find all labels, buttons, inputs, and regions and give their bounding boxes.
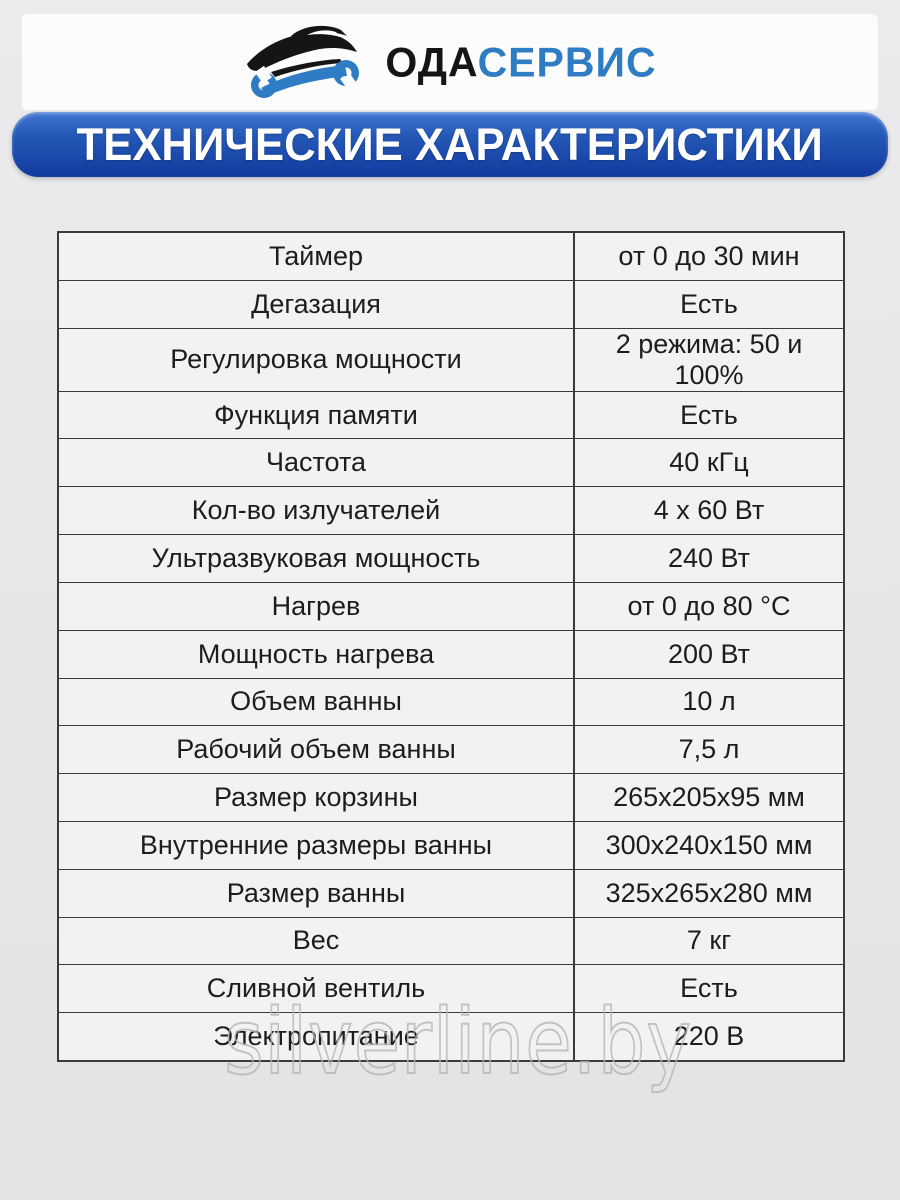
spec-label: Ультразвуковая мощность: [59, 535, 575, 582]
table-row: Частота 40 кГц: [59, 439, 843, 488]
spec-value: 4 х 60 Вт: [653, 495, 765, 526]
table-row: Дегазация Есть: [59, 280, 843, 329]
spec-value: Есть: [680, 288, 738, 319]
spec-value: 220 В: [673, 1021, 745, 1052]
table-row: Рабочий объем ванны 7,5 л: [59, 726, 843, 775]
table-row: Таймер от 0 до 30 мин: [59, 233, 843, 281]
table-row: Функция памяти Есть: [59, 391, 843, 440]
title-banner: ТЕХНИЧЕСКИЕ ХАРАКТЕРИСТИКИ: [12, 112, 888, 177]
spec-label: Электропитание: [59, 1013, 575, 1060]
spec-value: Есть: [680, 399, 738, 430]
spec-value: 2 режима: 50 и 100%: [615, 328, 803, 390]
spec-label: Частота: [59, 439, 575, 487]
spec-label: Дегазация: [59, 280, 575, 328]
spec-value: от 0 до 30 мин: [618, 240, 800, 271]
table-row: Нагрев от 0 до 80 °С: [59, 582, 843, 631]
wrench-icon: [251, 60, 360, 98]
logo-box: ОДАСЕРВИС: [22, 14, 878, 110]
table-row: Электропитание 220 В: [59, 1013, 843, 1060]
spec-value: 240 Вт: [667, 542, 751, 573]
spec-table: Таймер от 0 до 30 мин Дегазация Есть Рег…: [57, 231, 845, 1062]
car-wrench-logo-icon: [247, 25, 360, 98]
spec-value: 40 кГц: [669, 447, 749, 478]
table-row: Размер корзины 265х205х95 мм: [59, 774, 843, 822]
spec-value: 7,5 л: [678, 734, 740, 765]
page-title: ТЕХНИЧЕСКИЕ ХАРАКТЕРИСТИКИ: [76, 118, 824, 170]
logo-text-blue: СЕРВИС: [477, 38, 657, 85]
spec-label: Размер ванны: [59, 869, 575, 917]
spec-label: Мощность нагрева: [59, 630, 575, 678]
spec-value: Есть: [680, 973, 738, 1004]
spec-value: 10 л: [682, 686, 736, 717]
spec-label: Рабочий объем ванны: [59, 726, 575, 774]
spec-label: Нагрев: [59, 582, 575, 630]
spec-value: 325х265х280 мм: [605, 877, 813, 908]
spec-value: 200 Вт: [667, 638, 751, 669]
table-row: Ультразвуковая мощность 240 Вт: [59, 535, 843, 583]
table-row: Сливной вентиль Есть: [59, 965, 843, 1014]
spec-value: 300х240х150 мм: [605, 829, 813, 860]
spec-value: от 0 до 80 °С: [627, 590, 791, 621]
spec-label: Кол-во излучателей: [59, 487, 575, 535]
spec-label: Регулировка мощности: [59, 328, 575, 391]
spec-label: Объем ванны: [59, 678, 575, 726]
table-row: Объем ванны 10 л: [59, 678, 843, 727]
spec-label: Размер корзины: [59, 774, 575, 821]
table-row: Мощность нагрева 200 Вт: [59, 630, 843, 679]
spec-label: Таймер: [59, 233, 575, 280]
logo-wordmark: ОДАСЕРВИС: [385, 38, 656, 86]
spec-value: 7 кг: [686, 925, 732, 956]
table-row: Внутренние размеры ванны 300х240х150 мм: [59, 821, 843, 870]
table-row: Регулировка мощности 2 режима: 50 и 100%: [59, 328, 843, 392]
table-row: Вес 7 кг: [59, 917, 843, 966]
spec-label: Внутренние размеры ванны: [59, 821, 575, 869]
logo-text-black: ОДА: [385, 38, 478, 85]
spec-label: Вес: [59, 917, 575, 965]
spec-label: Функция памяти: [59, 391, 575, 439]
table-row: Размер ванны 325х265х280 мм: [59, 869, 843, 918]
table-row: Кол-во излучателей 4 х 60 Вт: [59, 487, 843, 536]
spec-value: 265х205х95 мм: [613, 782, 805, 813]
spec-label: Сливной вентиль: [59, 965, 575, 1013]
